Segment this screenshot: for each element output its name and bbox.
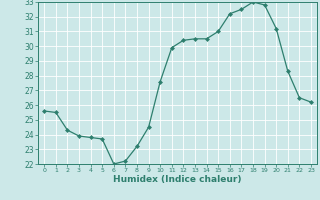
X-axis label: Humidex (Indice chaleur): Humidex (Indice chaleur) bbox=[113, 175, 242, 184]
